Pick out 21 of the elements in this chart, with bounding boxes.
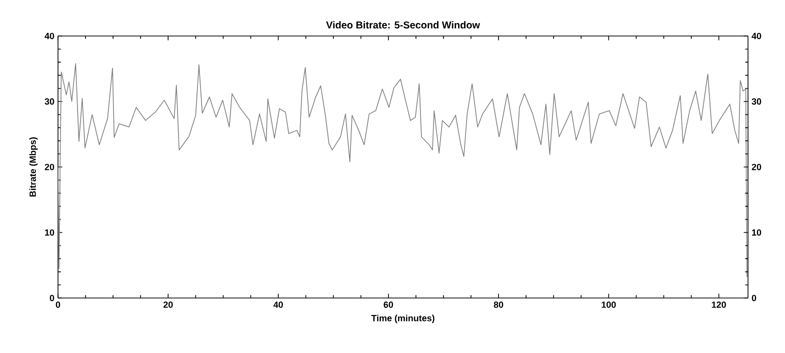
y2-tick-label: 0: [752, 294, 756, 302]
x-tick-label: 0: [56, 302, 60, 308]
y-tick-label: 0: [50, 294, 54, 302]
x-tick-label: 60: [384, 302, 394, 308]
chart-title: Video Bitrate: 5-Second Window: [326, 21, 480, 28]
y-tick-label: 10: [45, 229, 54, 236]
x-tick-label: 40: [273, 302, 283, 308]
x-tick-label: 100: [602, 302, 616, 308]
y-tick-label: 20: [44, 164, 54, 170]
x-tick-label: 120: [712, 302, 726, 308]
y2-tick-label: 20: [752, 164, 762, 170]
x-axis-title: Time (minutes): [371, 314, 434, 324]
y2-tick-label: 10: [752, 229, 762, 236]
y2-tick-label: 30: [752, 98, 762, 105]
line-series: [58, 63, 748, 278]
x-tick-label: 20: [163, 302, 173, 308]
y-tick-label: 30: [44, 98, 54, 105]
x-tick-label: 80: [494, 302, 504, 308]
y-tick-label: 40: [44, 32, 54, 40]
y2-tick-label: 40: [752, 32, 762, 40]
y-axis-title: Bitrate (Mbps): [29, 137, 38, 197]
